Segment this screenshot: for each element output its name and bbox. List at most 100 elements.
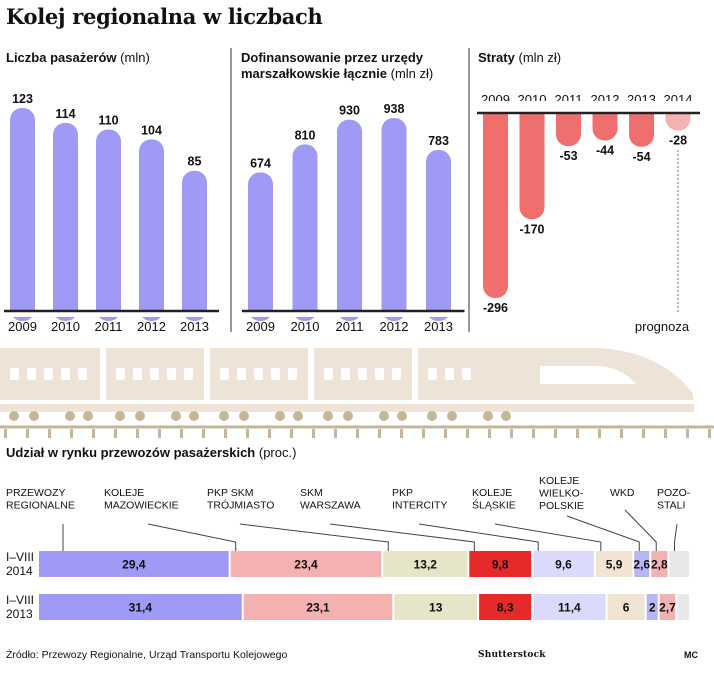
train-sleeper [642, 429, 645, 438]
train-window [462, 368, 471, 380]
market-leader-7 [624, 509, 657, 551]
train-sleeper [136, 429, 139, 438]
train-window [375, 368, 384, 380]
train-wheel [275, 411, 285, 421]
train-window [271, 368, 280, 380]
market-legend-4-line-0: PKP [392, 487, 413, 499]
market-value-label-7-row-0: 2,8 [651, 558, 668, 572]
train-sleeper [290, 429, 293, 438]
funding-bar-2013 [426, 149, 451, 321]
losses-value-label-2013: -54 [632, 150, 650, 164]
market-title: Udział w rynku przewozów pasażerskich (p… [6, 445, 296, 460]
train-window [445, 368, 454, 380]
train-window [341, 368, 350, 380]
market-segment-4-row-0 [533, 551, 594, 577]
train-sleeper [576, 429, 579, 438]
train-windows [10, 368, 471, 380]
train-window [133, 368, 142, 380]
market-value-label-6-row-1: 2 [649, 601, 656, 615]
passengers-title-text: Liczba pasażerów [6, 50, 117, 65]
train-window [324, 368, 333, 380]
passengers-value-label-2009: 123 [12, 92, 33, 106]
train-sleeper [554, 429, 557, 438]
train-sleeper [620, 429, 623, 438]
funding-bar-2010 [292, 144, 318, 321]
train-sleeper [180, 429, 183, 438]
train-window [184, 368, 193, 380]
losses-bar-2009 [483, 103, 508, 298]
market-value-label-6-row-0: 2,6 [633, 558, 650, 572]
losses-forecast-note: prognoza [635, 319, 690, 334]
market-value-label-5-row-1: 6 [623, 601, 630, 615]
train-sleeper [70, 429, 73, 438]
market-leader-8 [673, 523, 678, 551]
passengers-baseline-cover [4, 311, 223, 317]
funding-bar-2011 [337, 119, 362, 321]
passengers-value-label-2010: 114 [55, 107, 75, 121]
funding-chart: 674 2009 810 2010 930 2011 938 2012 783 2013 [242, 102, 469, 334]
train-illustration [0, 348, 714, 438]
train-sleeper [708, 429, 711, 438]
funding-value-label-2010: 810 [295, 128, 316, 142]
passengers-tick-2009: 2009 [8, 319, 37, 334]
passengers-tick-2010: 2010 [51, 319, 80, 334]
train-sleeper [4, 429, 7, 438]
funding-value-label-2012: 938 [384, 102, 405, 116]
passengers-bar-2011 [96, 129, 121, 321]
market-value-label-4-row-0: 9,6 [555, 558, 572, 572]
market-segment-4-row-1 [533, 594, 606, 620]
train-sleeper [158, 429, 161, 438]
market-value-label-7-row-1: 2,7 [659, 601, 676, 615]
market-value-label-0-row-1: 31,4 [129, 601, 153, 615]
market-segment-1-row-1 [243, 594, 393, 620]
funding-tick-2010: 2010 [291, 319, 320, 334]
losses-title-text: Straty [478, 50, 515, 65]
train-window [44, 368, 53, 380]
funding-value-label-2013: 783 [428, 134, 449, 148]
market-value-label-5-row-0: 5,9 [606, 558, 623, 572]
market-row-label-line1: I–VIII [6, 593, 34, 607]
passengers-title: Liczba pasażerów (mln) [6, 50, 150, 65]
losses-baseline-cover [476, 101, 700, 113]
market-legend-1-line-0: KOLEJE [104, 487, 144, 499]
train-wheel [427, 411, 437, 421]
funding-title-line1: Dofinansowanie przez urzędy [241, 50, 424, 65]
train-window [61, 368, 70, 380]
market-segment-3-row-1 [479, 594, 532, 620]
market-value-label-2-row-1: 13 [429, 601, 443, 615]
market-segment-0-row-1 [39, 594, 242, 620]
train-sleeper [466, 429, 469, 438]
funding-bar-2012 [381, 118, 407, 321]
train-wheel [323, 411, 333, 421]
market-segment-5-row-1 [607, 594, 645, 620]
train-wheel [171, 411, 181, 421]
funding-bar-2009 [248, 172, 273, 321]
market-segment-7-row-0 [651, 551, 668, 577]
train-sleeper [334, 429, 337, 438]
main-title: Kolej regionalna w liczbach [6, 4, 323, 29]
train-sleeper [92, 429, 95, 438]
market-legend-0-line-1: REGIONALNE [6, 500, 75, 512]
train-sleeper [686, 429, 689, 438]
train-undercarriage [0, 404, 694, 412]
funding-value-label-2009: 674 [250, 156, 271, 170]
losses-title: Straty (mln zł) [478, 50, 561, 65]
train-wheel [483, 411, 493, 421]
train-wheel [219, 411, 229, 421]
passengers-value-label-2013: 85 [188, 155, 202, 169]
market-value-label-1-row-1: 23,1 [306, 601, 330, 615]
passengers-value-label-2011: 110 [98, 113, 118, 127]
funding-tick-2013: 2013 [424, 319, 453, 334]
market-legend-8-line-0: POZO- [657, 487, 691, 499]
train-sleeper [598, 429, 601, 438]
train-wheel [379, 411, 389, 421]
market-value-label-3-row-1: 8,3 [497, 601, 514, 615]
market-segment-0-row-0 [39, 551, 229, 577]
train-sleeper [268, 429, 271, 438]
market-segment-8-row-0 [669, 551, 689, 577]
train-window [167, 368, 176, 380]
train-cab-window [540, 366, 636, 384]
market-legend-6-line-0: KOLEJE [539, 475, 579, 487]
train-wheel [135, 411, 145, 421]
